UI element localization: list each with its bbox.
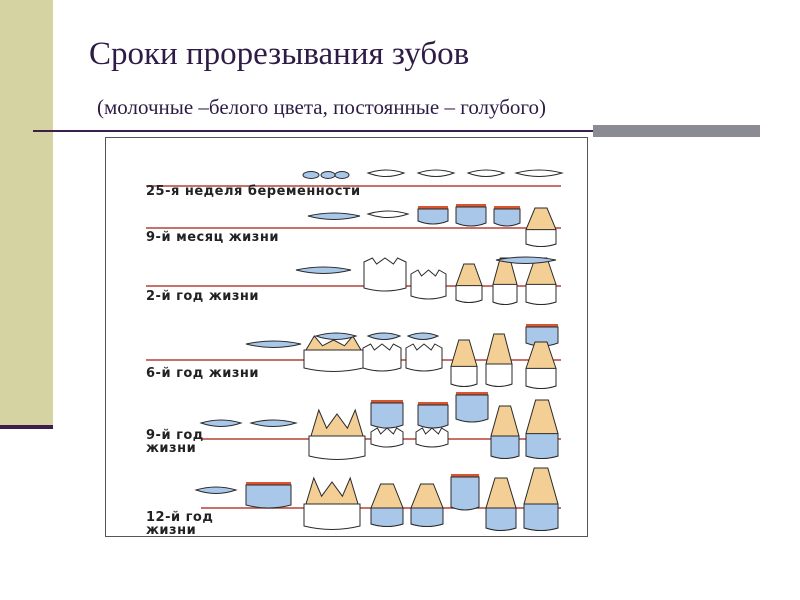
tooth-germ-enamel: [418, 206, 448, 210]
tooth-molar: [415, 427, 449, 448]
title-divider-thick: [593, 125, 760, 137]
tooth-erupted-crown: [370, 507, 404, 527]
tooth-germ-germ: [417, 208, 449, 225]
tooth-germ-germ: [493, 208, 521, 227]
tooth-molar: [410, 269, 447, 300]
stage-label: жизни: [146, 523, 196, 538]
tooth-germ-enamel: [456, 204, 486, 208]
tooth-erupted-crown: [525, 367, 557, 389]
tooth-germ: [307, 212, 361, 220]
tooth-germ-germ: [455, 206, 487, 227]
tooth-germ-enamel: [418, 402, 448, 406]
tooth-germ: [245, 340, 302, 348]
tooth-bud: [320, 171, 336, 179]
tooth-bud: [334, 171, 350, 179]
tooth-permanent-molar-crown: [303, 349, 364, 372]
tooth-permanent-molar-crown: [308, 435, 366, 460]
tooth-germ-germ: [245, 484, 292, 509]
tooth-erupted-crown: [485, 507, 517, 531]
tooth-germ: [366, 332, 402, 340]
tooth-germ-enamel: [246, 482, 291, 486]
tooth-erupted-crown: [410, 507, 444, 527]
tooth-germ-germ: [370, 402, 404, 429]
tooth-germ: [295, 266, 352, 274]
stage-label: 25-я неделя беременности: [146, 184, 361, 199]
tooth-erupted-crown: [492, 283, 518, 305]
tooth-germ-enamel: [371, 400, 403, 404]
tooth-germ: [495, 256, 557, 264]
tooth-molar: [405, 343, 443, 372]
stage-label: 12-й год: [146, 510, 213, 525]
stage-label: 6-й год жизни: [146, 366, 259, 381]
stage-label: 2-й год жизни: [146, 289, 259, 304]
tooth-germ-enamel: [526, 324, 558, 328]
tooth-erupted-crown: [490, 435, 520, 459]
tooth-erupted-crown: [525, 283, 557, 305]
tooth-molar: [362, 343, 402, 372]
tooth-molar: [370, 427, 404, 448]
tooth-erupted-crown: [523, 503, 559, 531]
tooth-molar: [363, 257, 407, 292]
decorative-sidebar: [0, 0, 53, 428]
tooth-germ: [194, 486, 238, 494]
tooth-erupted-crown: [485, 363, 513, 387]
tooth-permanent-molar-crown: [303, 503, 361, 530]
tooth-germ-germ: [417, 404, 449, 429]
tooth-germ: [366, 210, 410, 218]
teeth-eruption-figure: 25-я неделя беременности 9-й месяц жизни 2…: [105, 137, 588, 538]
tooth-germ: [416, 169, 456, 177]
tooth-germ-enamel: [451, 474, 479, 478]
title-divider-thin: [33, 130, 593, 132]
slide-subtitle: (молочные –белого цвета, постоянные – го…: [97, 95, 547, 119]
tooth-bud: [302, 171, 320, 179]
tooth-erupted-crown: [525, 433, 559, 459]
tooth-germ: [514, 169, 564, 177]
tooth-permanent-molar-roots: [305, 476, 359, 505]
tooth-germ: [366, 169, 406, 177]
tooth-germ: [406, 332, 440, 340]
tooth-erupted-crown: [455, 285, 483, 303]
sidebar-accent-rule: [0, 425, 53, 429]
tooth-germ: [466, 169, 506, 177]
stage-label: 9-й месяц жизни: [146, 230, 279, 245]
teeth-illustration: 25-я неделя беременности 9-й месяц жизни 2…: [146, 169, 564, 538]
stage-label: 9-й год: [146, 428, 204, 443]
tooth-permanent-molar-roots: [305, 335, 362, 351]
tooth-germ-enamel: [456, 392, 488, 396]
tooth-germ-enamel: [494, 206, 520, 210]
tooth-permanent-molar-roots: [310, 408, 364, 437]
tooth-germ-germ: [450, 476, 480, 511]
tooth-germ: [249, 419, 298, 427]
slide-title: Сроки прорезывания зубов: [89, 36, 470, 72]
tooth-erupted-crown: [525, 229, 557, 247]
tooth-germ: [199, 419, 243, 427]
tooth-erupted-crown: [450, 365, 478, 387]
tooth-germ: [314, 332, 358, 340]
stage-label: жизни: [146, 441, 196, 456]
tooth-germ-germ: [455, 394, 489, 423]
